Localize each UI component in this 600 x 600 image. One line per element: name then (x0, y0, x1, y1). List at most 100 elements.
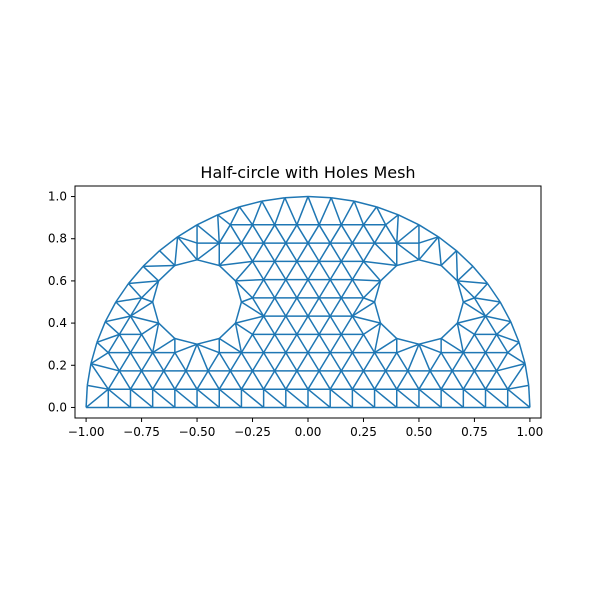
mesh-edge (473, 297, 487, 317)
mesh-edge (196, 370, 209, 390)
mesh-edge (274, 260, 287, 280)
mesh-edge (418, 370, 431, 390)
mesh-edge (96, 321, 106, 343)
mesh-edge (524, 363, 530, 386)
mesh-edge (496, 362, 526, 372)
mesh-edge (107, 352, 121, 372)
mesh-edge (296, 260, 309, 280)
mesh-edge (176, 236, 198, 261)
mesh-edge (329, 388, 353, 409)
mesh-edge (196, 388, 220, 409)
mesh-edge (362, 260, 382, 282)
mesh-edge (86, 363, 92, 386)
mesh-edge (307, 297, 320, 317)
mesh-edge (174, 352, 187, 372)
mesh-edge (362, 352, 376, 372)
mesh-edge (440, 388, 464, 409)
mesh-edge (261, 200, 276, 226)
mesh-edge (373, 322, 382, 353)
mesh-edge (262, 370, 276, 390)
mesh-edge (462, 352, 476, 372)
mesh-edge (440, 264, 458, 282)
mesh-edge (318, 242, 331, 262)
x-tick-label: 0.00 (295, 425, 322, 439)
mesh-edge (329, 334, 342, 354)
mesh-edge (96, 341, 109, 354)
mesh-edge (274, 224, 287, 244)
mesh-edge (380, 264, 398, 282)
mesh-edge (143, 264, 175, 268)
mesh-edge (351, 297, 365, 317)
mesh-edge (353, 200, 365, 226)
mesh-edge (440, 322, 458, 340)
mesh-edge (496, 333, 520, 343)
axes-layer: −1.00 −0.75 −0.50 −0.25 0.00 0.25 0.50 0.75 1.00… (48, 185, 543, 439)
mesh-edge (251, 297, 265, 317)
mesh-edge (352, 315, 381, 324)
mesh-edge (174, 236, 179, 266)
mesh-edge (127, 265, 144, 284)
mesh-edge (329, 315, 342, 335)
mesh-edge (274, 279, 287, 299)
mesh-edge (462, 334, 476, 354)
mesh-edge (396, 370, 409, 390)
mesh-edge (329, 242, 342, 262)
mesh-edge (375, 206, 387, 226)
mesh-edge (362, 370, 376, 390)
mesh-edge (217, 206, 240, 216)
mesh-edge (340, 242, 354, 262)
mesh-edge (251, 200, 263, 226)
mesh-edge (240, 388, 265, 409)
mesh-edge (140, 352, 154, 372)
mesh-edge (115, 283, 130, 303)
mesh-edge (262, 334, 276, 354)
mesh-edge (142, 250, 161, 267)
mesh-edge (455, 250, 474, 267)
mesh-edge (485, 315, 511, 323)
mesh-edge (185, 343, 198, 372)
mesh-edge (140, 370, 154, 390)
mesh-edge (251, 260, 265, 280)
mesh-edge (318, 334, 331, 354)
x-tick-label: −1.00 (68, 425, 105, 439)
mesh-edge (129, 352, 143, 372)
mesh-edge (251, 370, 265, 390)
mesh-edge (307, 224, 320, 244)
mesh-edge (473, 334, 487, 354)
mesh-edge (140, 334, 154, 354)
mesh-edge (456, 322, 475, 336)
mesh-edge (418, 224, 439, 238)
mesh-edge (196, 343, 220, 354)
mesh-edge (284, 197, 298, 226)
mesh-edge (158, 322, 176, 340)
mesh-edge (486, 283, 501, 303)
mesh-edge (385, 352, 398, 372)
mesh-edge (318, 315, 331, 335)
mesh-edge (218, 242, 242, 266)
mesh-edge (196, 343, 209, 372)
mesh-edge (351, 352, 365, 372)
mesh-edge (128, 280, 159, 285)
mesh-edge (507, 341, 520, 354)
mesh-edge (473, 315, 487, 335)
mesh-edge (296, 352, 309, 372)
mesh-edge (351, 388, 376, 409)
mesh-edge (262, 315, 276, 335)
mesh-edge (451, 370, 464, 390)
mesh-edge (241, 297, 253, 303)
mesh-edge (318, 370, 331, 390)
mesh-edge (151, 280, 160, 303)
mesh-edge (351, 334, 365, 354)
mesh-edge (307, 315, 320, 335)
mesh-edge (262, 352, 276, 372)
mesh-edge (373, 370, 387, 390)
x-tick-label: −0.25 (234, 425, 271, 439)
mesh-edge (340, 224, 354, 244)
mesh-edge (240, 224, 254, 244)
mesh-edge (251, 315, 265, 335)
mesh-edge (440, 250, 457, 267)
mesh-edge (174, 337, 198, 345)
mesh-edge (499, 301, 512, 323)
mesh-edge (396, 259, 420, 267)
